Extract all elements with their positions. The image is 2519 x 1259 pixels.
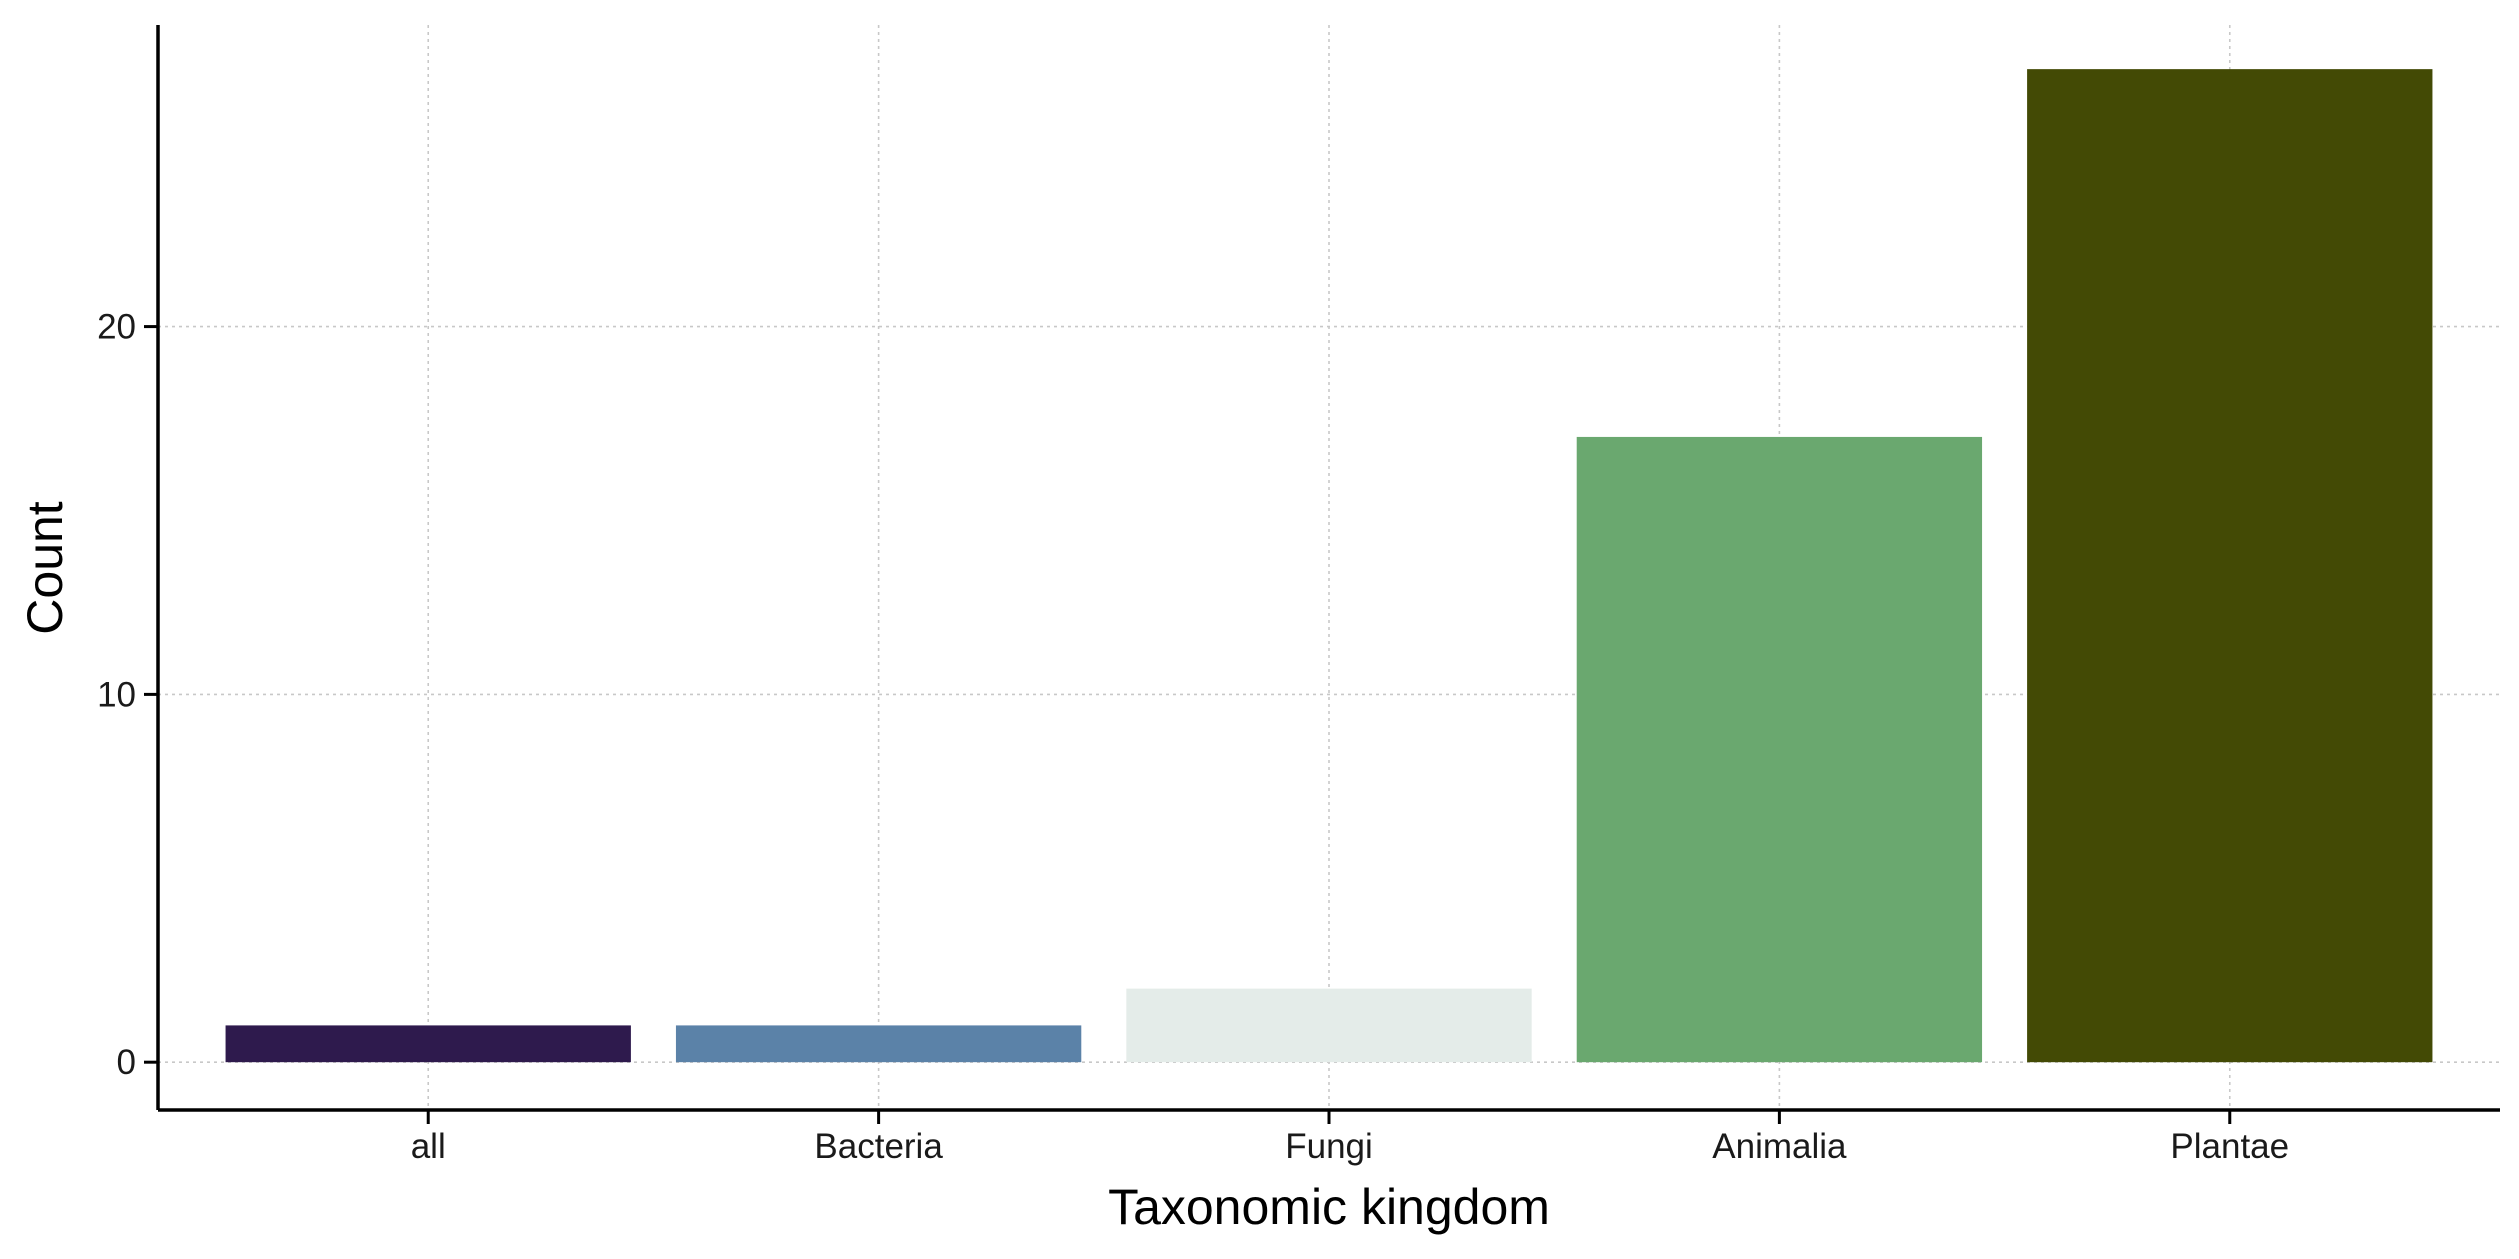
bar-plantae [2027,69,2433,1063]
bar-fungi [1126,988,1532,1063]
ticks: 0 10 20 all Bacteria Fungi Animalia Plantae [97,308,2289,1166]
x-tick-label: all [411,1127,446,1166]
y-tick-label: 0 [117,1043,136,1082]
bars [225,69,2433,1063]
bar-all [225,1025,631,1063]
x-axis-title: Taxonomic kingdom [1108,1179,1550,1235]
bar-bacteria [675,1025,1082,1063]
y-tick-label: 20 [97,308,136,347]
y-tick-label: 10 [97,675,136,714]
x-tick-label: Animalia [1712,1127,1847,1166]
y-axis-title: Count [17,501,73,635]
bar-animalia [1576,436,1983,1063]
x-tick-label: Fungi [1285,1127,1373,1166]
x-tick-label: Plantae [2170,1127,2289,1166]
x-tick-label: Bacteria [814,1127,943,1166]
